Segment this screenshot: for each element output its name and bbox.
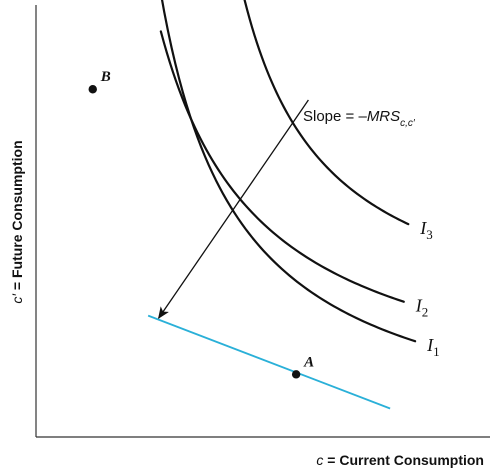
point-a (291, 370, 301, 379)
slope-annotation-prefix: Slope = – (303, 108, 367, 125)
y-axis-label: c′ = Future Consumption (9, 140, 25, 303)
curve-label-i3-sub: 3 (426, 227, 433, 242)
tangent-line (147, 314, 391, 410)
point-label-b: B (100, 69, 111, 85)
point-label-a: A (303, 354, 314, 370)
slope-annotation-subscript: c,c′ (400, 118, 416, 129)
axes (35, 5, 490, 438)
annotation-arrow (158, 99, 309, 320)
slope-annotation: Slope = –MRSc,c′ (303, 108, 416, 129)
curve-label-i2: I2 (415, 296, 429, 320)
x-axis-label-var: c (316, 452, 323, 468)
y-axis-label-var: c′ (9, 293, 25, 304)
x-axis-label: c = Current Consumption (316, 452, 484, 468)
x-axis-label-text: = Current Consumption (323, 452, 484, 468)
point-b (88, 85, 97, 94)
curve-i3 (243, 0, 410, 226)
curve-label-i3-main: I (419, 218, 427, 238)
curve-label-i1: I1 (426, 335, 440, 359)
curve-label-i2-sub: 2 (422, 305, 429, 320)
curve-label-i1-main: I (426, 335, 434, 355)
curve-label-i2-main: I (415, 296, 423, 316)
y-axis-label-text: = Future Consumption (9, 140, 25, 294)
curve-i2 (159, 30, 405, 303)
curve-label-i3: I3 (419, 218, 433, 242)
curve-label-i1-sub: 1 (433, 344, 440, 359)
curve-i1 (160, 0, 417, 343)
slope-annotation-mrs: MRS (367, 108, 400, 125)
